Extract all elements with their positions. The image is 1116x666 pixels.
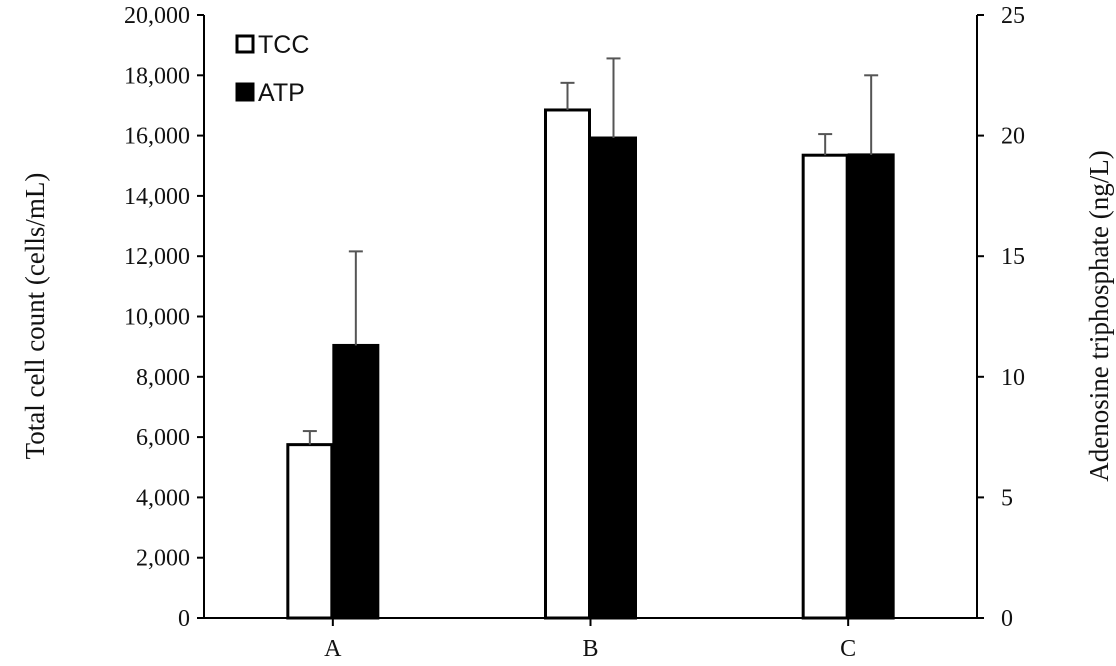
y-tick-label: 0 [178, 606, 190, 632]
y-tick-label: 4,000 [136, 485, 190, 511]
legend-swatch-atp [235, 82, 255, 102]
x-tick-label: B [582, 636, 598, 662]
bar-atp-c [847, 153, 895, 620]
y-tick-label: 16,000 [124, 124, 190, 150]
legend-label-tcc: TCC [258, 31, 309, 59]
x-tick-label: C [840, 636, 856, 662]
y2-tick-label: 5 [1001, 485, 1013, 511]
y2-tick-label: 15 [1001, 244, 1025, 270]
axes-group: A B C 0 2,000 4,000 6,000 8,000 10,000 12,000 14,0… [124, 3, 1025, 662]
bar-atp-b [590, 136, 637, 620]
x-tick-label: A [324, 636, 342, 662]
y2-tick-label: 20 [1001, 124, 1025, 150]
y-tick-label: 18,000 [124, 63, 190, 89]
y-axis-title: Total cell count (cells/mL) [20, 173, 50, 460]
y-tick-label: 14,000 [124, 184, 190, 210]
y2-tick-label: 0 [1001, 606, 1013, 632]
legend-label-atp: ATP [258, 79, 305, 107]
y-tick-label: 2,000 [136, 546, 190, 572]
y2-tick-label: 25 [1001, 3, 1025, 29]
bar-tcc-c [801, 153, 849, 620]
bar-tcc-a [286, 443, 334, 620]
bars-group [286, 108, 895, 620]
y-tick-label: 12,000 [124, 244, 190, 270]
y-tick-label: 10,000 [124, 305, 190, 331]
legend: TCC ATP [235, 31, 309, 107]
y-tick-label: 20,000 [124, 3, 190, 29]
legend-swatch-tcc [235, 34, 255, 54]
y-tick-label: 6,000 [136, 425, 190, 451]
bar-tcc-b [544, 108, 591, 620]
bar-atp-a [332, 343, 380, 620]
error-bars-group [302, 57, 879, 445]
y2-axis-title: Adenosine triphosphate (ng/L) [1084, 150, 1114, 481]
y-tick-label: 8,000 [136, 365, 190, 391]
y2-tick-label: 10 [1001, 365, 1025, 391]
